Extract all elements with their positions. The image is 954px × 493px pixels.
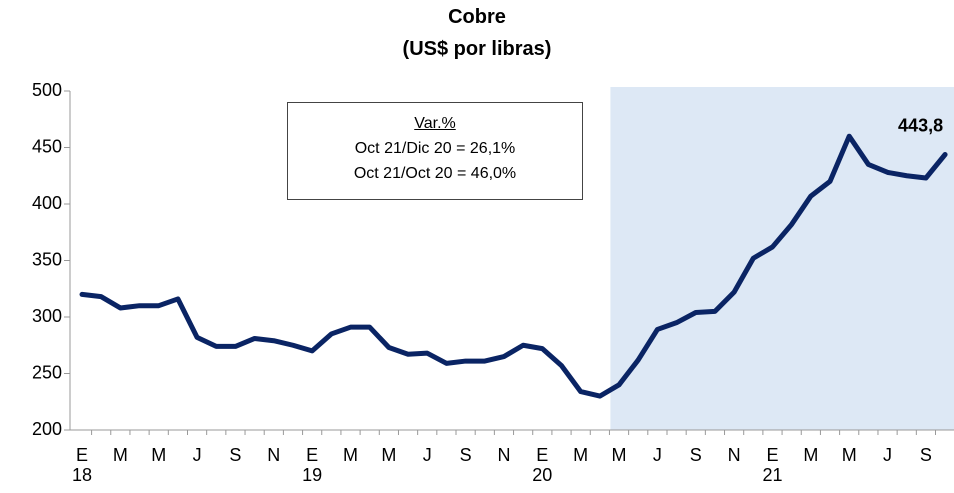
data-label: 443,8 <box>898 115 943 135</box>
x-tick-label: E 21 <box>762 445 783 485</box>
y-tick-label: 450 <box>32 136 62 156</box>
chart-title: Cobre <box>448 6 506 28</box>
x-tick-label: M <box>343 445 359 465</box>
x-tick-label: N <box>497 445 511 465</box>
x-tick-label: M <box>573 445 589 465</box>
x-tick-label: M <box>803 445 819 465</box>
highlight-region <box>610 87 954 430</box>
y-tick-label: 400 <box>32 193 62 213</box>
x-tick-label: M <box>841 445 857 465</box>
x-tick-label: J <box>652 445 662 465</box>
line-series <box>79 133 948 399</box>
x-tick-label: J <box>192 445 202 465</box>
annotation-line: Oct 21/Oct 20 = 46,0% <box>353 165 517 182</box>
annotation-box: Var.% Oct 21/Dic 20 = 26,1% Oct 21/Oct 2… <box>287 102 583 200</box>
x-tick-label: E 20 <box>532 445 553 485</box>
y-tick-label: 200 <box>32 419 62 439</box>
x-tick-label: E 18 <box>71 445 93 485</box>
x-tick-label: M <box>611 445 627 465</box>
x-tick-label: S <box>689 445 702 465</box>
annotation-line: Oct 21/Dic 20 = 26,1% <box>354 140 516 157</box>
x-tick-label: S <box>229 445 242 465</box>
x-tick-label: M <box>151 445 167 465</box>
x-tick-label: M <box>381 445 397 465</box>
y-tick-label: 250 <box>32 362 62 382</box>
x-tick-label: S <box>919 445 932 465</box>
y-tick-label: 500 <box>32 80 62 100</box>
chart-subtitle: (US$ por libras) <box>402 38 552 60</box>
y-tick-label: 350 <box>32 249 62 269</box>
x-tick-label: N <box>727 445 741 465</box>
annotation-title: Var.% <box>414 115 456 132</box>
x-tick-label: E 19 <box>302 445 323 485</box>
x-tick-label: J <box>883 445 893 465</box>
x-tick-label: M <box>112 445 128 465</box>
x-tick-label: S <box>459 445 472 465</box>
y-tick-label: 300 <box>32 306 62 326</box>
x-tick-label: J <box>422 445 432 465</box>
x-tick-label: N <box>267 445 281 465</box>
